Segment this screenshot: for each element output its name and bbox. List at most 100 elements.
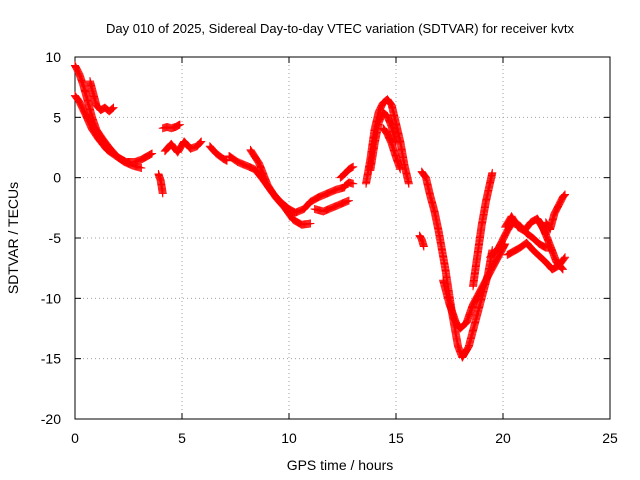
- data-point-marker: [306, 219, 315, 228]
- data-point-marker: [497, 238, 506, 247]
- data-point-marker: [560, 254, 569, 263]
- series-trace-p: [415, 231, 428, 251]
- data-point-marker: [74, 67, 83, 76]
- data-point-marker: [196, 138, 205, 147]
- series-trace-c: [85, 77, 118, 116]
- data-point-marker: [494, 243, 503, 252]
- data-point-marker: [499, 235, 507, 244]
- data-point-marker: [501, 230, 510, 239]
- series-trace-b: [71, 91, 146, 173]
- x-tick-label: 5: [178, 430, 186, 446]
- data-point-marker: [341, 181, 350, 190]
- data-point-marker: [501, 229, 510, 238]
- y-tick-label: -10: [41, 290, 61, 306]
- series-trace-x: [533, 214, 550, 239]
- y-tick-label: 10: [45, 49, 61, 65]
- x-tick-label: 10: [281, 430, 297, 446]
- data-point-marker: [541, 230, 550, 239]
- y-axis-label: SDTVAR / TECUs: [5, 182, 21, 294]
- axis-ticks: [74, 56, 611, 420]
- data-point-marker: [497, 237, 506, 246]
- data-point-marker: [377, 103, 386, 112]
- series-trace-n: [366, 108, 400, 175]
- data-point-marker: [222, 156, 231, 165]
- series-trace-q: [417, 167, 497, 362]
- series-trace-s: [469, 168, 497, 291]
- data-point-marker: [556, 198, 565, 207]
- data-points: [71, 61, 570, 362]
- data-point-marker: [556, 197, 565, 206]
- data-point-marker: [376, 104, 385, 113]
- data-point-marker: [396, 165, 405, 174]
- data-point-marker: [496, 240, 505, 249]
- y-tick-label: -5: [49, 230, 62, 246]
- data-point-marker: [559, 255, 568, 264]
- data-point-marker: [74, 68, 83, 77]
- x-tick-label: 25: [602, 430, 618, 446]
- chart-title: Day 010 of 2025, Sidereal Day-to-day VTE…: [106, 21, 574, 36]
- data-point-marker: [419, 242, 428, 251]
- series-trace-i: [246, 145, 315, 229]
- data-point-marker: [561, 253, 570, 262]
- data-point-marker: [498, 236, 507, 245]
- data-point-marker: [554, 202, 563, 211]
- data-point-marker: [495, 242, 504, 251]
- series-trace-l: [340, 178, 358, 191]
- series-trace-j: [310, 196, 353, 216]
- data-point-marker: [344, 196, 353, 205]
- x-tick-label: 20: [495, 430, 511, 446]
- data-point-marker: [107, 105, 116, 114]
- data-point-marker: [195, 139, 204, 148]
- series-trace-w: [541, 190, 570, 234]
- x-tick-label: 15: [388, 430, 404, 446]
- y-tick-label: -20: [41, 411, 61, 427]
- data-point-marker: [552, 205, 561, 214]
- data-point-marker: [500, 233, 509, 242]
- y-tick-label: 0: [53, 170, 61, 186]
- data-point-marker: [137, 164, 146, 173]
- data-point-marker: [108, 104, 117, 113]
- tick-labels: 0 5 10 15 20 25 -20 -15 -10 -5 0 5 10: [41, 49, 618, 446]
- data-point-marker: [555, 199, 564, 208]
- data-point-marker: [148, 149, 157, 158]
- data-point-marker: [553, 203, 562, 212]
- data-point-marker: [158, 189, 167, 198]
- data-point-marker: [71, 61, 79, 70]
- series-trace-k: [336, 162, 358, 182]
- data-point-marker: [197, 137, 206, 146]
- data-point-marker: [550, 208, 559, 217]
- data-point-marker: [496, 239, 505, 248]
- data-point-marker: [550, 209, 559, 218]
- data-point-marker: [175, 120, 184, 129]
- data-point-marker: [500, 232, 509, 241]
- x-axis-label: GPS time / hours: [287, 457, 394, 473]
- data-point-marker: [375, 105, 384, 114]
- data-point-marker: [555, 200, 564, 209]
- data-point-marker: [551, 206, 560, 215]
- data-point-marker: [404, 179, 413, 188]
- data-point-marker: [488, 168, 497, 177]
- data-point-marker: [349, 162, 358, 171]
- data-point-marker: [73, 66, 82, 75]
- data-point-marker: [558, 265, 567, 274]
- data-point-marker: [72, 64, 81, 73]
- series-trace-d: [154, 170, 167, 198]
- series-trace-o: [379, 124, 405, 174]
- data-point-marker: [340, 182, 349, 191]
- data-point-marker: [495, 241, 504, 250]
- data-point-marker: [553, 204, 562, 213]
- data-point-marker: [499, 234, 508, 243]
- data-point-marker: [554, 201, 563, 210]
- series-trace-v: [503, 238, 570, 274]
- data-point-marker: [109, 103, 118, 112]
- series-trace-g: [205, 142, 231, 165]
- data-point-marker: [560, 191, 569, 200]
- data-point-marker: [72, 63, 81, 72]
- x-tick-label: 0: [71, 430, 79, 446]
- y-tick-label: 5: [53, 109, 61, 125]
- data-point-marker: [559, 192, 568, 201]
- data-point-marker: [73, 65, 82, 74]
- series-trace-f: [160, 137, 206, 157]
- y-tick-label: -15: [41, 351, 61, 367]
- data-point-marker: [342, 180, 351, 189]
